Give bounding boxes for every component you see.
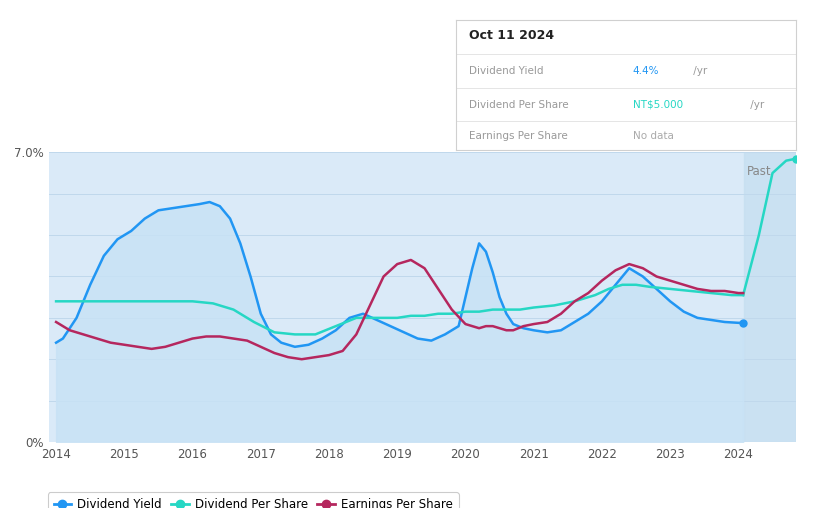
Text: NT$5.000: NT$5.000 — [633, 100, 683, 110]
Legend: Dividend Yield, Dividend Per Share, Earnings Per Share: Dividend Yield, Dividend Per Share, Earn… — [48, 492, 459, 508]
Text: Dividend Per Share: Dividend Per Share — [470, 100, 569, 110]
Text: Earnings Per Share: Earnings Per Share — [470, 131, 568, 141]
Text: No data: No data — [633, 131, 674, 141]
Text: Dividend Yield: Dividend Yield — [470, 66, 544, 76]
Text: Oct 11 2024: Oct 11 2024 — [470, 29, 554, 42]
Text: 4.4%: 4.4% — [633, 66, 659, 76]
Text: Past: Past — [747, 166, 772, 178]
Text: /yr: /yr — [747, 100, 764, 110]
Text: /yr: /yr — [690, 66, 708, 76]
Bar — [744, 152, 796, 442]
